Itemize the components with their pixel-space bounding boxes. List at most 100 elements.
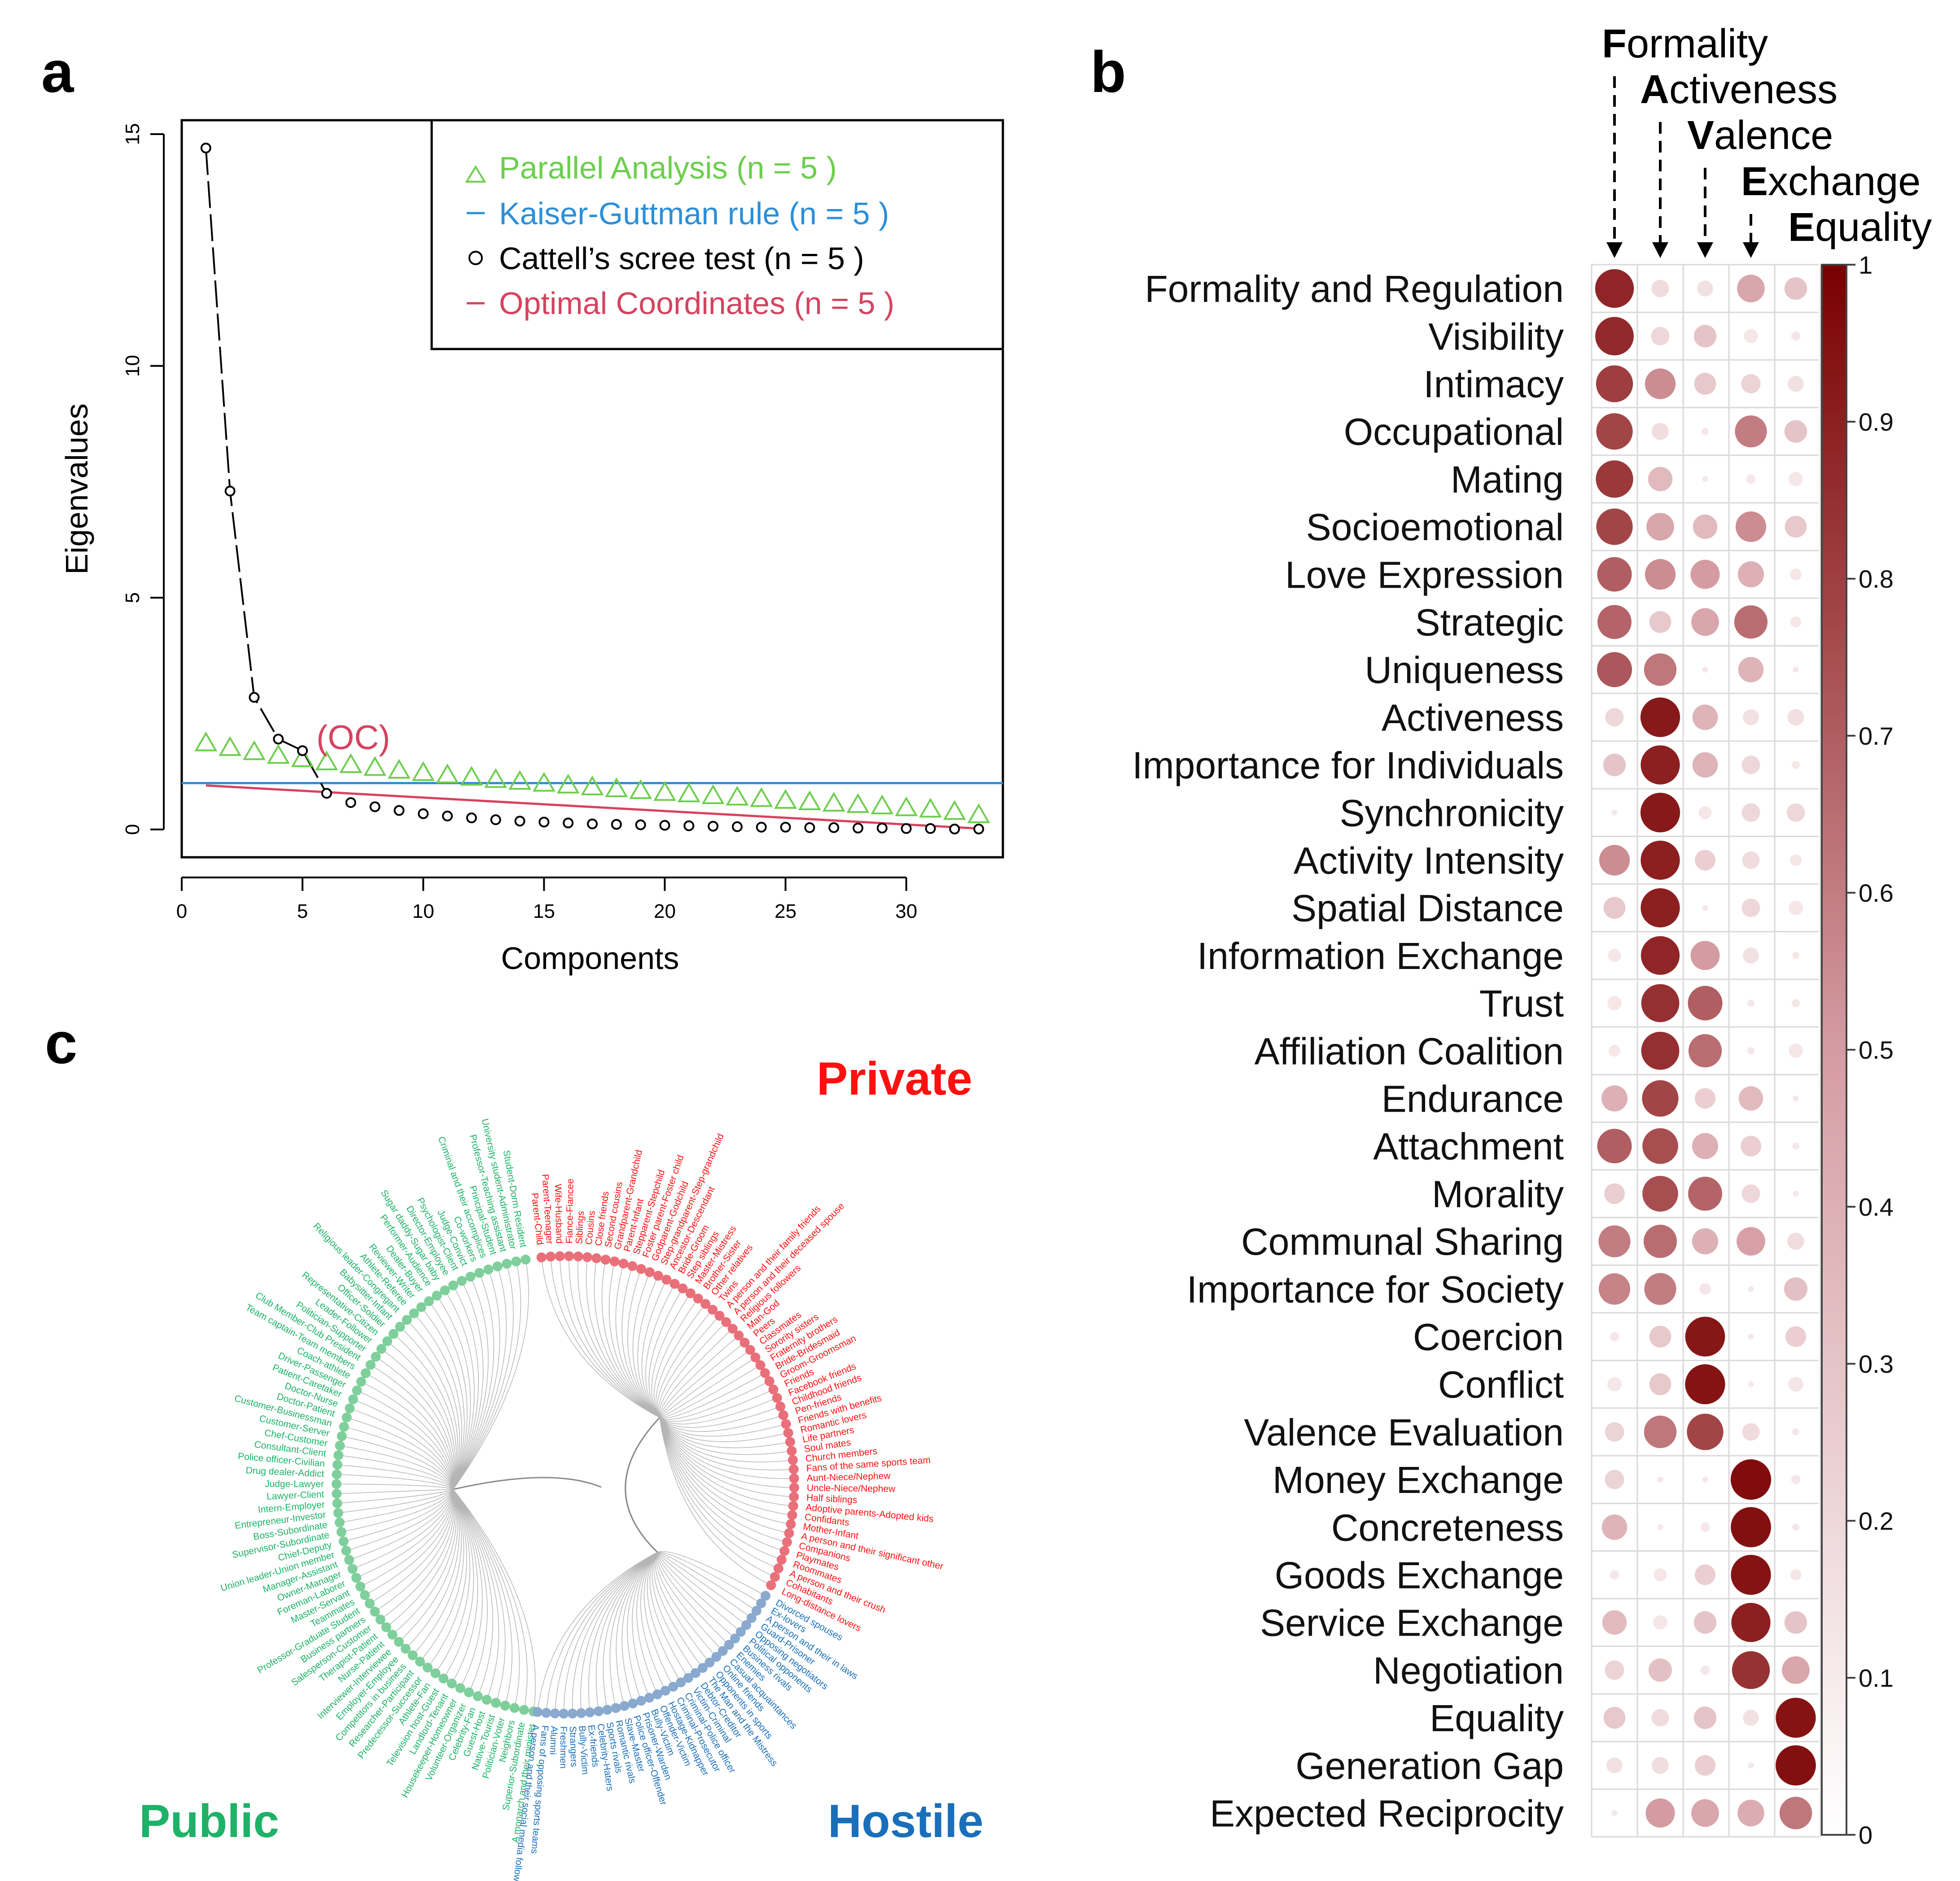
parallel-point — [919, 798, 942, 818]
loading-dot — [1596, 365, 1633, 402]
legend-label-parallel: Parallel Analysis (n = 5 ) — [499, 150, 837, 185]
leaf-dot — [334, 1517, 345, 1527]
tree-branch — [657, 1551, 766, 1596]
row-label: Trust — [1479, 982, 1564, 1025]
tree-branch — [352, 1489, 454, 1570]
loading-dot — [1737, 1227, 1765, 1256]
loading-dot — [1691, 1799, 1719, 1827]
leaf-dot — [734, 1331, 744, 1341]
leaf-dot — [355, 1581, 366, 1592]
tree-branch — [659, 1335, 739, 1418]
tree-branch — [659, 1365, 761, 1418]
tree-branch — [346, 1489, 454, 1551]
tree-branch — [659, 1417, 791, 1525]
leaf-dot — [457, 1276, 467, 1286]
tree-branch — [656, 1552, 723, 1651]
tree-branch — [407, 1319, 460, 1490]
leaf-dot — [387, 1629, 398, 1640]
factor-header-equality: Equality — [1788, 205, 1932, 250]
loading-dot — [1691, 608, 1719, 636]
dendrogram-tree — [337, 1256, 794, 1714]
tree-branch — [659, 1417, 791, 1449]
tree-branch — [652, 1552, 696, 1673]
tree-branch — [421, 1307, 465, 1490]
leaf-dot — [711, 1652, 722, 1662]
loading-dot — [1790, 616, 1802, 628]
parallel-point — [701, 784, 725, 804]
leaf-dot — [683, 1673, 693, 1683]
legend-item-cattell: Cattell’s scree test (n = 5 ) — [468, 241, 864, 276]
loading-dot — [1747, 999, 1754, 1007]
loading-dot — [1641, 1031, 1680, 1070]
scree-point — [756, 821, 767, 833]
loading-dot — [1605, 1422, 1624, 1442]
loading-dot — [1702, 667, 1708, 673]
tree-branch — [453, 1276, 489, 1490]
row-label: Occupational — [1344, 411, 1564, 453]
leaf-dot — [600, 1254, 611, 1265]
leaf-dot — [700, 1299, 711, 1309]
leaf-dot — [388, 1329, 398, 1339]
colorbar-tick-label: 0.4 — [1859, 1193, 1894, 1221]
loading-dot — [1645, 559, 1676, 590]
leaf-dot — [352, 1385, 362, 1396]
leaf-dot — [750, 1352, 761, 1362]
tree-branch — [453, 1261, 521, 1490]
leaf-dot — [756, 1598, 766, 1609]
leaf-dot — [585, 1707, 595, 1718]
panel-b-loading-matrix: b FormalityActivenessValenceExchangeEqua… — [1090, 22, 1932, 1849]
y-tick-label: 0 — [122, 824, 144, 835]
tree-branch — [659, 1417, 771, 1586]
leaf-dot — [348, 1394, 359, 1405]
tree-branch — [659, 1328, 733, 1418]
scree-point — [659, 820, 670, 831]
loading-dot — [1595, 317, 1634, 356]
leaf-dot — [430, 1668, 441, 1678]
row-labels: Formality and Regulation Visibility Intima… — [1132, 268, 1564, 1834]
loading-dot — [1692, 1228, 1719, 1255]
tree-branch — [339, 1489, 454, 1523]
loading-dot — [1690, 941, 1720, 970]
loading-dot — [1649, 1373, 1671, 1396]
legend-item-optimal: Optimal Coordinates (n = 5 ) — [467, 286, 894, 321]
tree-branch — [657, 1552, 741, 1632]
scree-point — [949, 823, 960, 834]
tree-branch — [659, 1417, 775, 1577]
row-label: Generation Gap — [1295, 1745, 1564, 1787]
colorbar — [1821, 264, 1847, 1836]
loading-dot — [1748, 1762, 1754, 1768]
tree-branch — [659, 1417, 793, 1462]
tree-branch — [657, 1552, 747, 1625]
leaf-dot — [741, 1620, 752, 1630]
tree-branch — [375, 1489, 454, 1612]
matrix-dots — [1595, 269, 1816, 1829]
tree-branch — [541, 1257, 660, 1418]
loading-dot — [1597, 1129, 1632, 1164]
row-label: Mating — [1451, 458, 1564, 501]
loading-dot — [1694, 373, 1716, 395]
loading-dot — [1644, 1415, 1677, 1449]
loading-dot — [1742, 1423, 1760, 1441]
leaf-label: Lawyer-Client — [267, 1489, 324, 1502]
tree-branch — [337, 1484, 454, 1490]
tree-branch — [659, 1373, 766, 1419]
tree-branch — [659, 1417, 788, 1442]
leaf-label: Wife-Husband — [553, 1184, 564, 1244]
row-label: Activity Intensity — [1294, 840, 1564, 882]
leaf-dot — [627, 1261, 638, 1271]
scree-point — [563, 817, 574, 829]
legend: Parallel Analysis (n = 5 ) Kaiser-Guttma… — [430, 119, 1004, 350]
loading-dot — [1702, 1476, 1708, 1483]
leaf-dot — [781, 1419, 791, 1429]
loading-dot — [1702, 476, 1708, 482]
leaf-label: Uncle-Niece/Nephew — [807, 1483, 896, 1494]
scree-point — [853, 822, 864, 834]
leaf-dot — [381, 1622, 391, 1632]
parallel-point — [339, 753, 363, 773]
scree-point — [224, 485, 236, 497]
loading-dot — [1596, 508, 1633, 545]
loading-dot — [1644, 653, 1677, 686]
parallel-point — [653, 781, 676, 801]
tree-branch — [657, 1552, 735, 1639]
panel-letter-c: c — [45, 1010, 77, 1076]
